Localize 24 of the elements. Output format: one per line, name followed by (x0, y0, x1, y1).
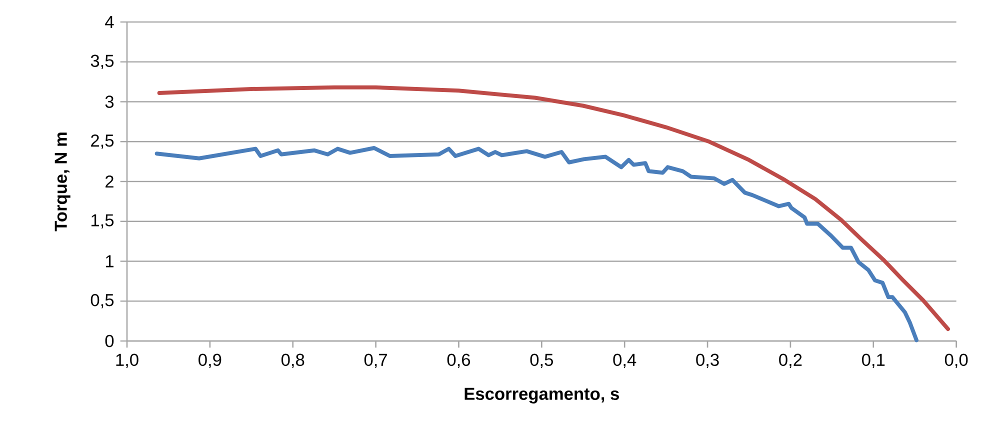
x-tick-label: 0,1 (862, 354, 885, 368)
y-tick-label: 4 (105, 16, 114, 28)
x-tick-label: 0,8 (281, 354, 304, 368)
x-tick-label: 0,2 (779, 354, 802, 368)
y-tick-label: 3 (105, 96, 114, 108)
x-axis-title: Escorregamento, s (464, 388, 619, 404)
x-tick-label: 1,0 (116, 354, 138, 368)
y-tick-label: 3,5 (90, 54, 114, 70)
y-tick-label: 1 (106, 255, 114, 268)
x-tick-label: 0,3 (696, 354, 719, 368)
x-tick-label: 0,4 (613, 354, 636, 368)
x-tick-label: 0,7 (364, 354, 387, 368)
x-tick-label: 0,0 (944, 354, 968, 368)
y-tick-label: 2,5 (91, 134, 114, 149)
x-tick-label: 0,5 (530, 354, 553, 368)
y-tick-label: 1,5 (92, 214, 114, 228)
x-tick-label: 0,9 (198, 354, 222, 368)
y-tick-label: 0,5 (90, 294, 114, 308)
line-series (154, 146, 919, 342)
y-axis-title: Torque, N m (54, 132, 70, 232)
y-tick-label: 0 (105, 334, 114, 348)
x-tick-label: 0,6 (447, 354, 470, 368)
line-series (157, 85, 950, 332)
y-tick-label: 2 (106, 175, 114, 188)
